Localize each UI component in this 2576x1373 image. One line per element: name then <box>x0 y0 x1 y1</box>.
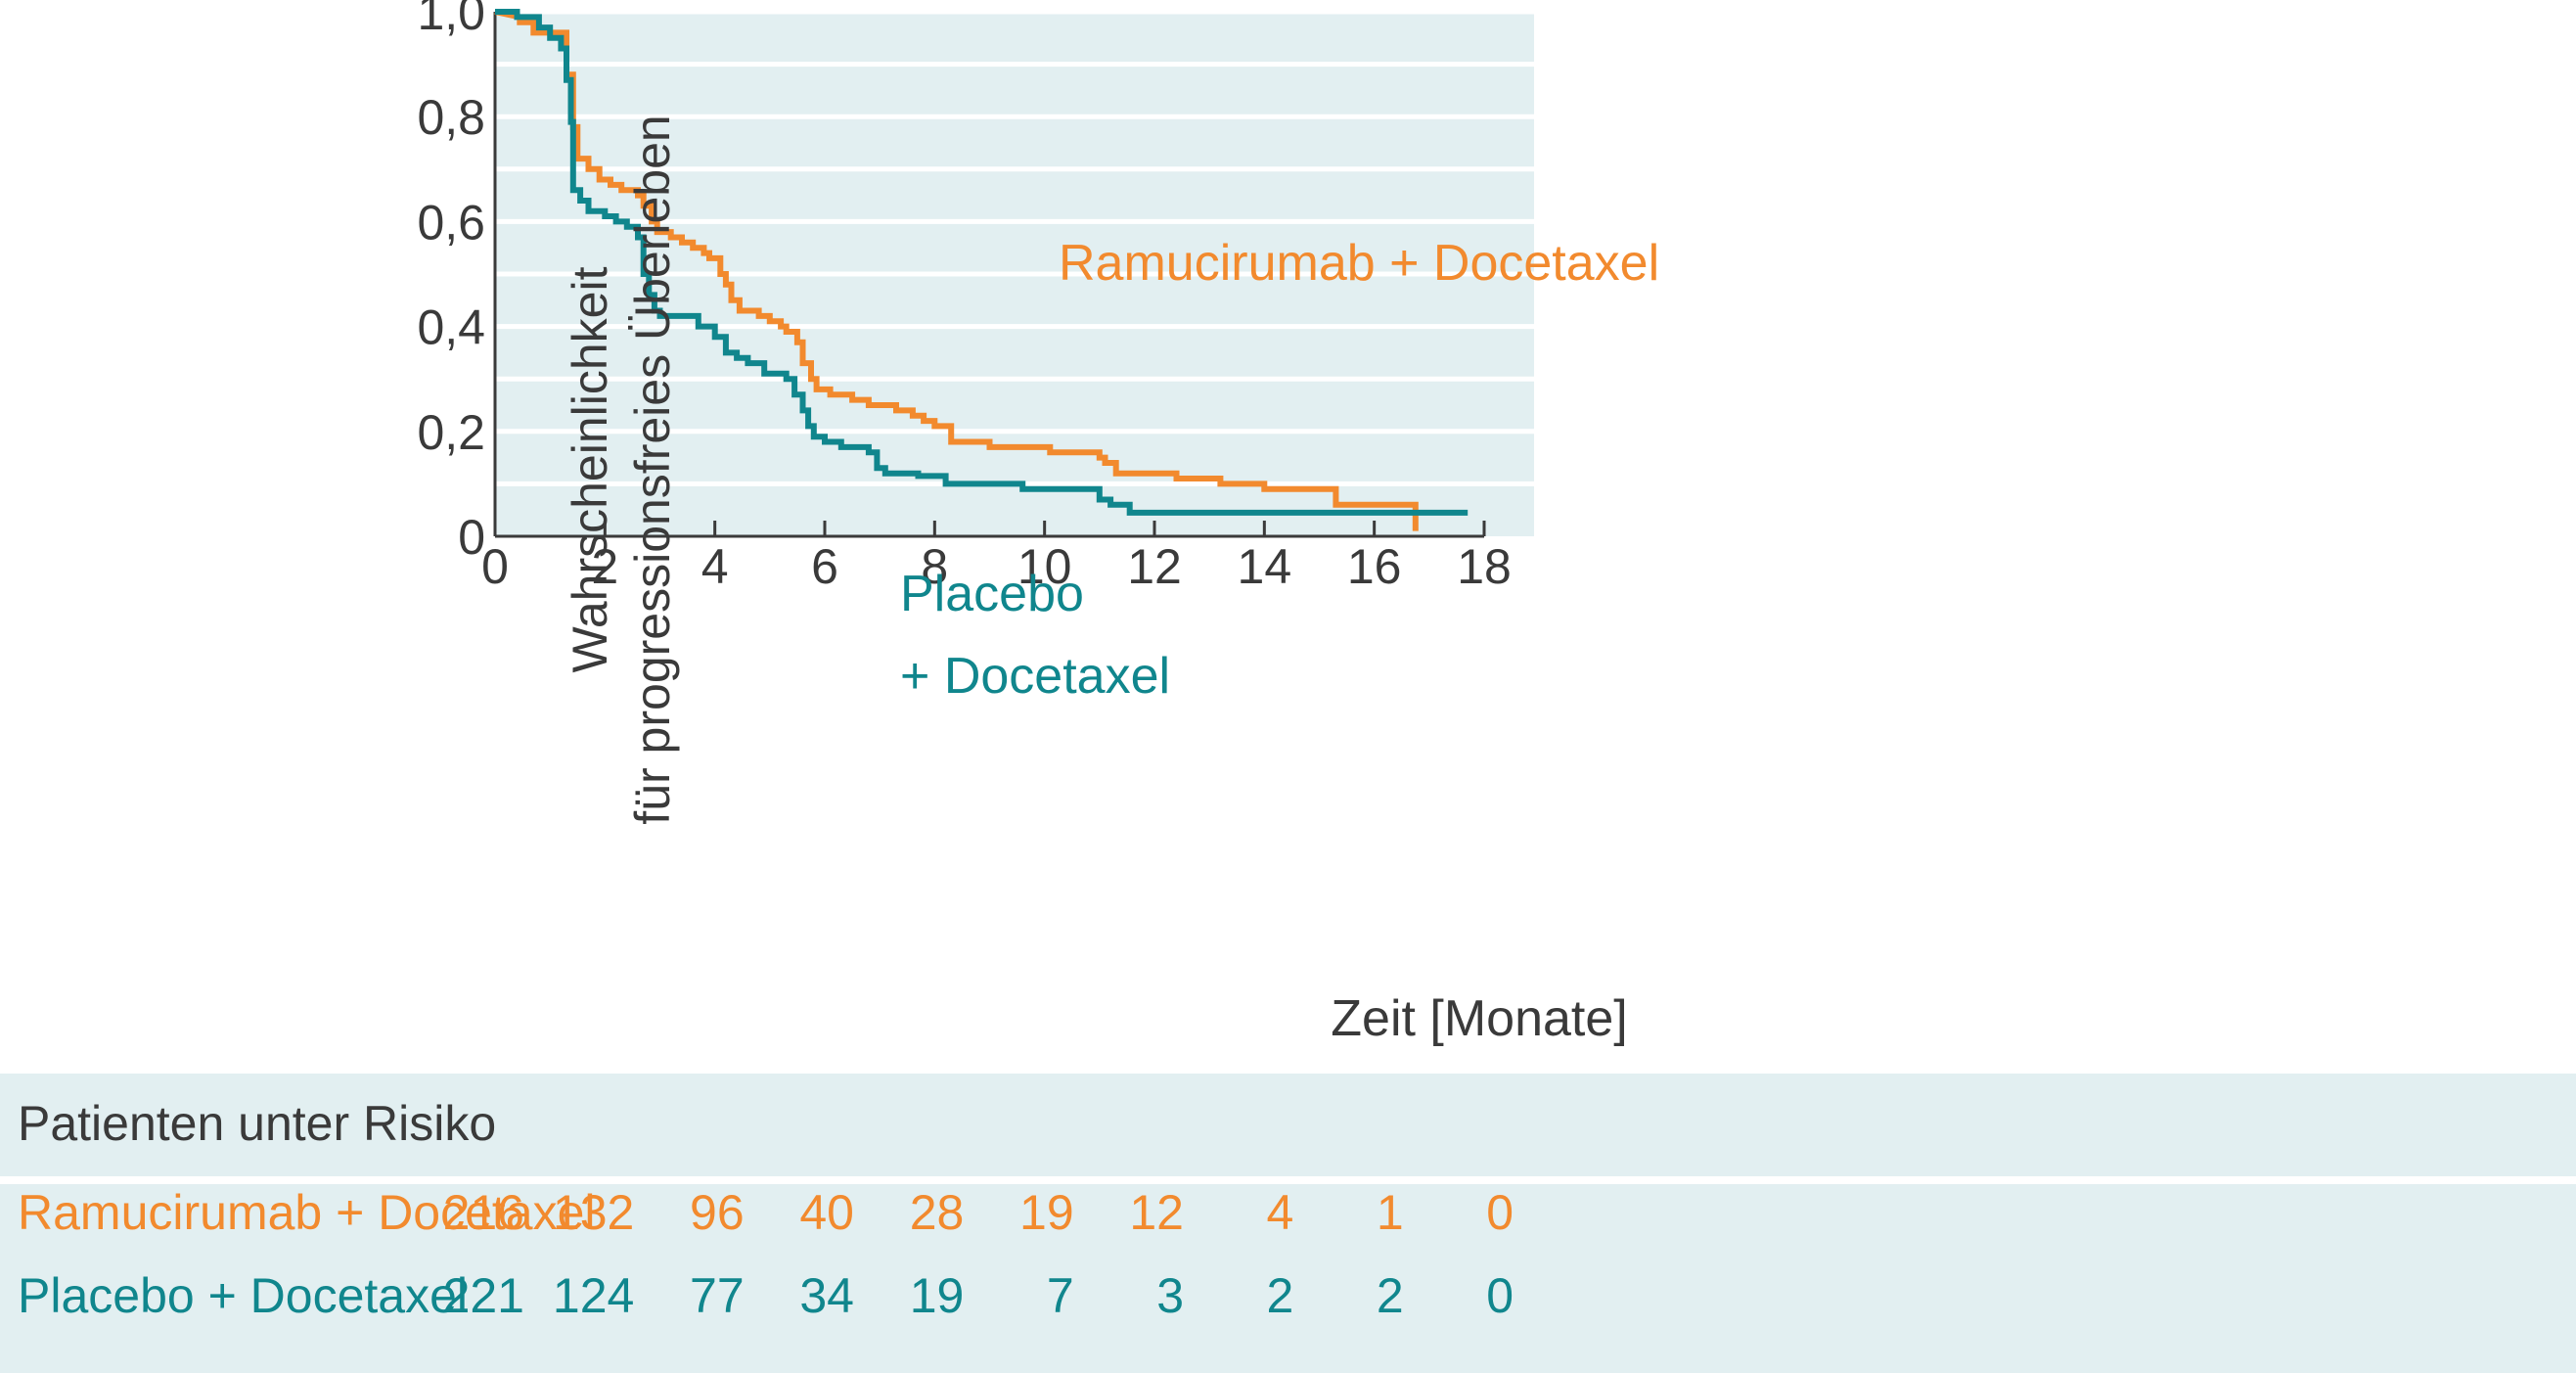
risk-value: 124 <box>552 1268 635 1323</box>
risk-value: 77 <box>690 1268 745 1323</box>
x-tick-label: 18 <box>1457 539 1512 594</box>
risk-table: Patienten unter Risiko Ramucirumab + Doc… <box>0 1074 2576 1373</box>
x-tick-label: 6 <box>811 539 838 594</box>
risk-table-body <box>0 1184 2576 1373</box>
risk-value: 0 <box>1486 1185 1514 1240</box>
risk-value: 221 <box>442 1268 524 1323</box>
series-label-ramucirumab: Ramucirumab + Docetaxel <box>1059 235 1659 292</box>
risk-row-label: Ramucirumab + Docetaxel <box>18 1185 596 1240</box>
risk-row-placebo: Placebo + Docetaxel 221 124 77 34 19 7 3 2 2 0 <box>0 1267 2576 1336</box>
risk-value: 34 <box>799 1268 854 1323</box>
risk-table-title: Patienten unter Risiko <box>18 1096 497 1151</box>
y-axis-title: für progressionsfreies Überleben <box>625 114 680 824</box>
series-labels: Ramucirumab + Docetaxel Placebo + Docetaxe… <box>900 235 1659 705</box>
x-tick-label: 16 <box>1347 539 1402 594</box>
x-tick-label: 0 <box>481 539 509 594</box>
y-tick-label: 1,0 <box>417 0 485 40</box>
series-label-placebo: Placebo <box>900 566 1084 622</box>
y-tick-label: 0 <box>458 510 485 565</box>
risk-value: 19 <box>909 1268 965 1323</box>
y-tick-label: 0,6 <box>417 195 485 250</box>
x-tick-label: 10 <box>1017 539 1072 594</box>
x-tick-label: 12 <box>1127 539 1182 594</box>
x-axis-title: Zeit [Monate] <box>1331 990 1627 1047</box>
y-tick-label: 0,2 <box>417 405 485 460</box>
y-axis-title: Wahrscheinlichkeit <box>563 266 617 672</box>
series-label-placebo: + Docetaxel <box>900 648 1170 705</box>
risk-table-header: Patienten unter Risiko <box>0 1074 2576 1176</box>
risk-value: 96 <box>690 1185 745 1240</box>
series-lines <box>494 9 1469 531</box>
risk-value: 19 <box>1019 1185 1074 1240</box>
risk-value: 28 <box>909 1185 965 1240</box>
risk-value: 132 <box>552 1185 635 1240</box>
x-tick-label: 4 <box>701 539 729 594</box>
x-tick-label: 2 <box>591 539 618 594</box>
risk-value: 0 <box>1486 1268 1514 1323</box>
risk-value: 1 <box>1376 1185 1404 1240</box>
series-line-ramucirumab <box>494 9 1419 531</box>
km-chart: 0 2 4 6 8 10 12 14 16 18 0 0,2 0,4 0,6 0,8 1,0 Ramuciru… <box>417 0 1659 1047</box>
risk-value: 7 <box>1046 1268 1074 1323</box>
risk-value: 12 <box>1129 1185 1184 1240</box>
axes: 0 2 4 6 8 10 12 14 16 18 0 0,2 0,4 0,6 0,8 1,0 <box>417 0 1511 594</box>
x-tick-label: 8 <box>921 539 948 594</box>
axis-titles: Zeit [Monate] Wahrscheinlichkeit für progr… <box>563 114 1628 1047</box>
risk-value: 2 <box>1376 1268 1404 1323</box>
y-tick-label: 0,4 <box>417 300 485 355</box>
gridlines <box>495 9 1534 486</box>
risk-value: 2 <box>1266 1268 1294 1323</box>
series-line-placebo <box>495 9 1469 516</box>
risk-row-label: Placebo + Docetaxel <box>18 1268 469 1323</box>
risk-value: 216 <box>442 1185 524 1240</box>
risk-value: 4 <box>1266 1185 1294 1240</box>
y-tick-label: 0,8 <box>417 90 485 145</box>
risk-row-ramucirumab: Ramucirumab + Docetaxel 216 132 96 40 28 19 12… <box>0 1184 2576 1253</box>
x-tick-label: 14 <box>1238 539 1292 594</box>
risk-value: 40 <box>799 1185 854 1240</box>
risk-value: 3 <box>1156 1268 1184 1323</box>
